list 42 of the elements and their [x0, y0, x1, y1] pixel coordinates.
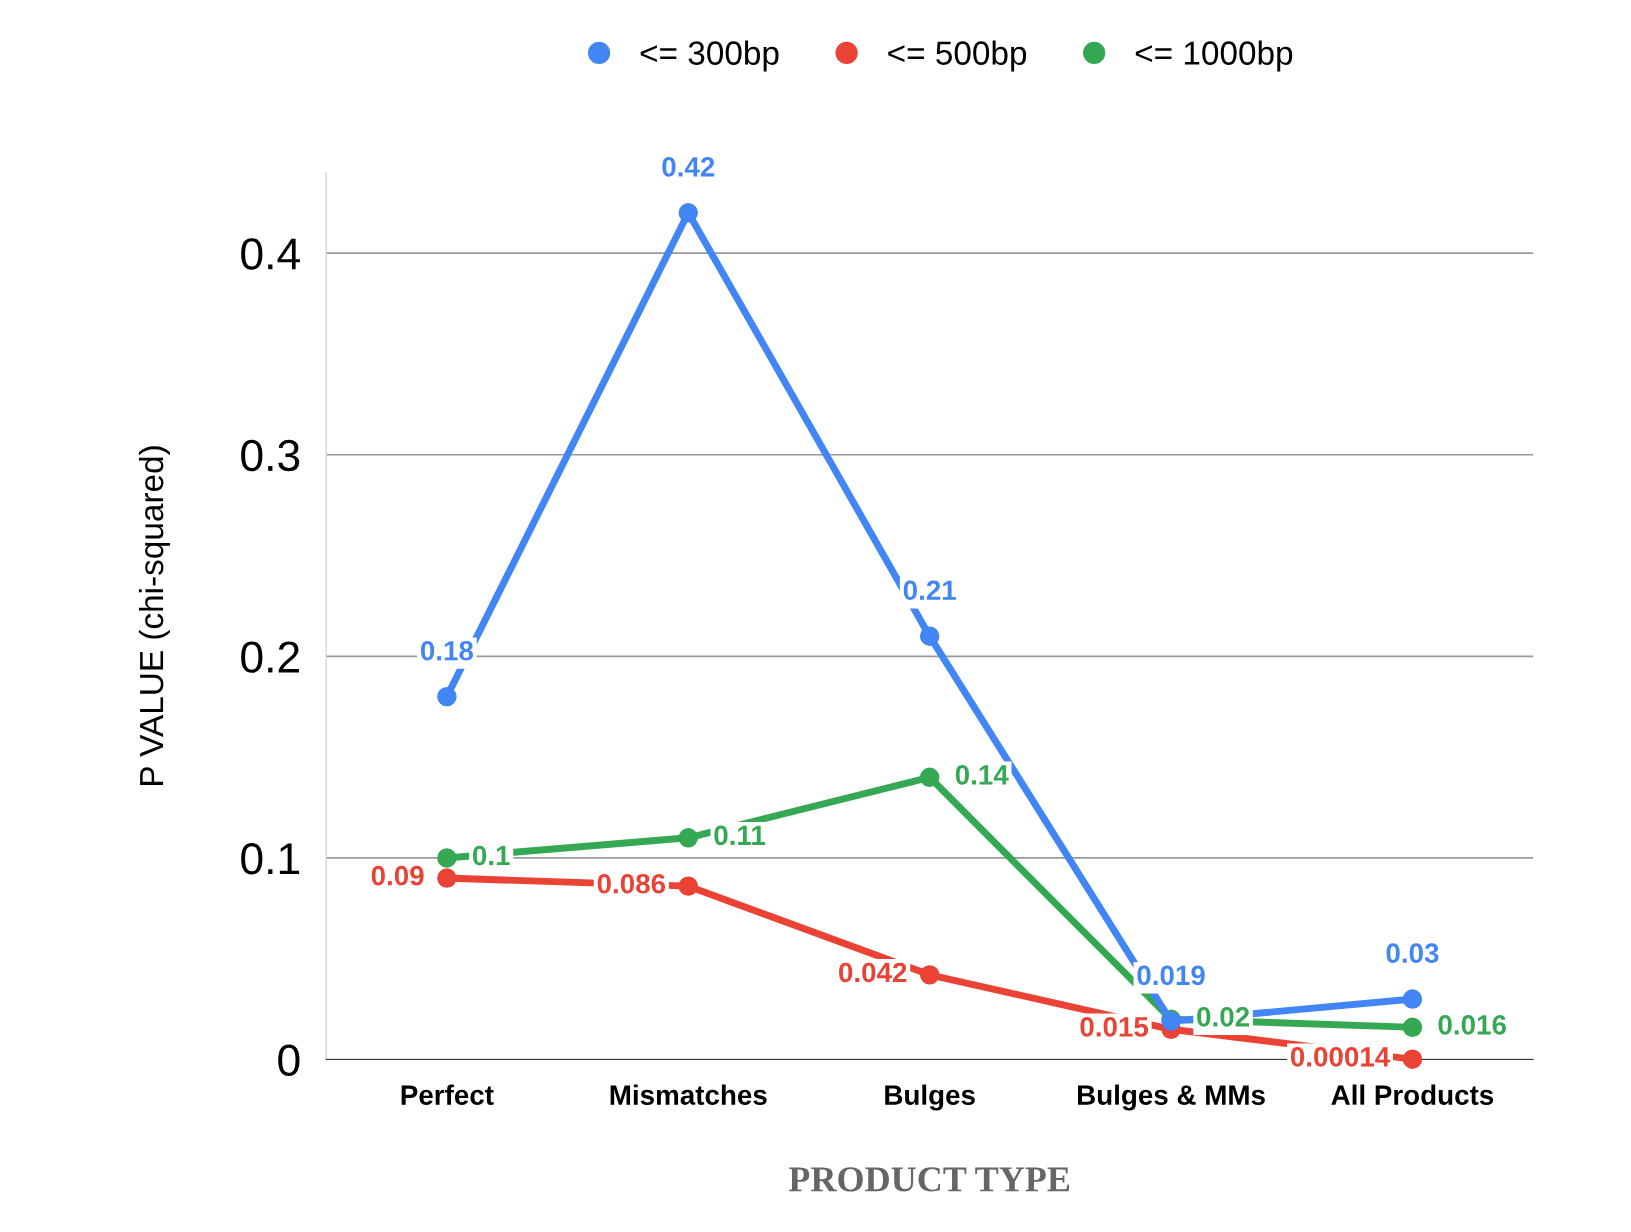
data-label: 0.015	[1080, 1017, 1149, 1037]
point	[437, 848, 457, 868]
point	[678, 828, 699, 848]
y-tick-label: 0.4	[241, 238, 300, 270]
point	[1402, 989, 1423, 1009]
data-label: 0.042	[839, 962, 907, 983]
point	[919, 767, 940, 788]
point	[678, 876, 699, 896]
x-tick-label: Bulges	[885, 1084, 975, 1111]
data-label: 0.03	[1386, 943, 1439, 964]
data-label: 0.42	[662, 157, 715, 177]
point	[437, 868, 457, 888]
y-tick-label: 0.3	[241, 439, 300, 472]
y-tick-label: 0.1	[241, 842, 300, 875]
data-label: 0.21	[903, 580, 956, 601]
data-label: 0.18	[420, 640, 474, 661]
point	[678, 203, 699, 223]
x-axis-title: PRODUCT TYPE	[788, 1167, 1070, 1192]
data-label: 0.019	[1137, 965, 1205, 986]
point	[1402, 1049, 1423, 1069]
x-tick-label: Perfect	[401, 1084, 494, 1105]
x-tick-label: All Products	[1331, 1084, 1494, 1105]
data-label: 0.086	[597, 873, 666, 894]
data-label: 0.00014	[1290, 1047, 1391, 1067]
data-label: 0.14	[955, 765, 1009, 785]
point	[919, 965, 940, 985]
y-axis-title: P VALUE (chi-squared)	[138, 446, 170, 785]
legend-label: <= 300bp	[640, 40, 779, 72]
x-tick-label: Bulges & MMs	[1078, 1084, 1265, 1111]
y-tick-label: 0.2	[241, 641, 299, 673]
data-label: 0.11	[714, 825, 766, 846]
point	[1402, 1017, 1423, 1037]
legend-label: <= 500bp	[888, 40, 1027, 72]
data-label: 0.1	[472, 845, 510, 866]
data-label: 0.02	[1197, 1006, 1250, 1027]
y-tick-label: 0	[278, 1044, 300, 1077]
x-tick-label: Mismatches	[610, 1084, 767, 1105]
data-label: 0.09	[371, 865, 424, 886]
data-label: 0.016	[1438, 1015, 1506, 1035]
legend-label: <= 1000bp	[1135, 40, 1293, 72]
point	[437, 686, 457, 707]
point	[919, 626, 940, 646]
